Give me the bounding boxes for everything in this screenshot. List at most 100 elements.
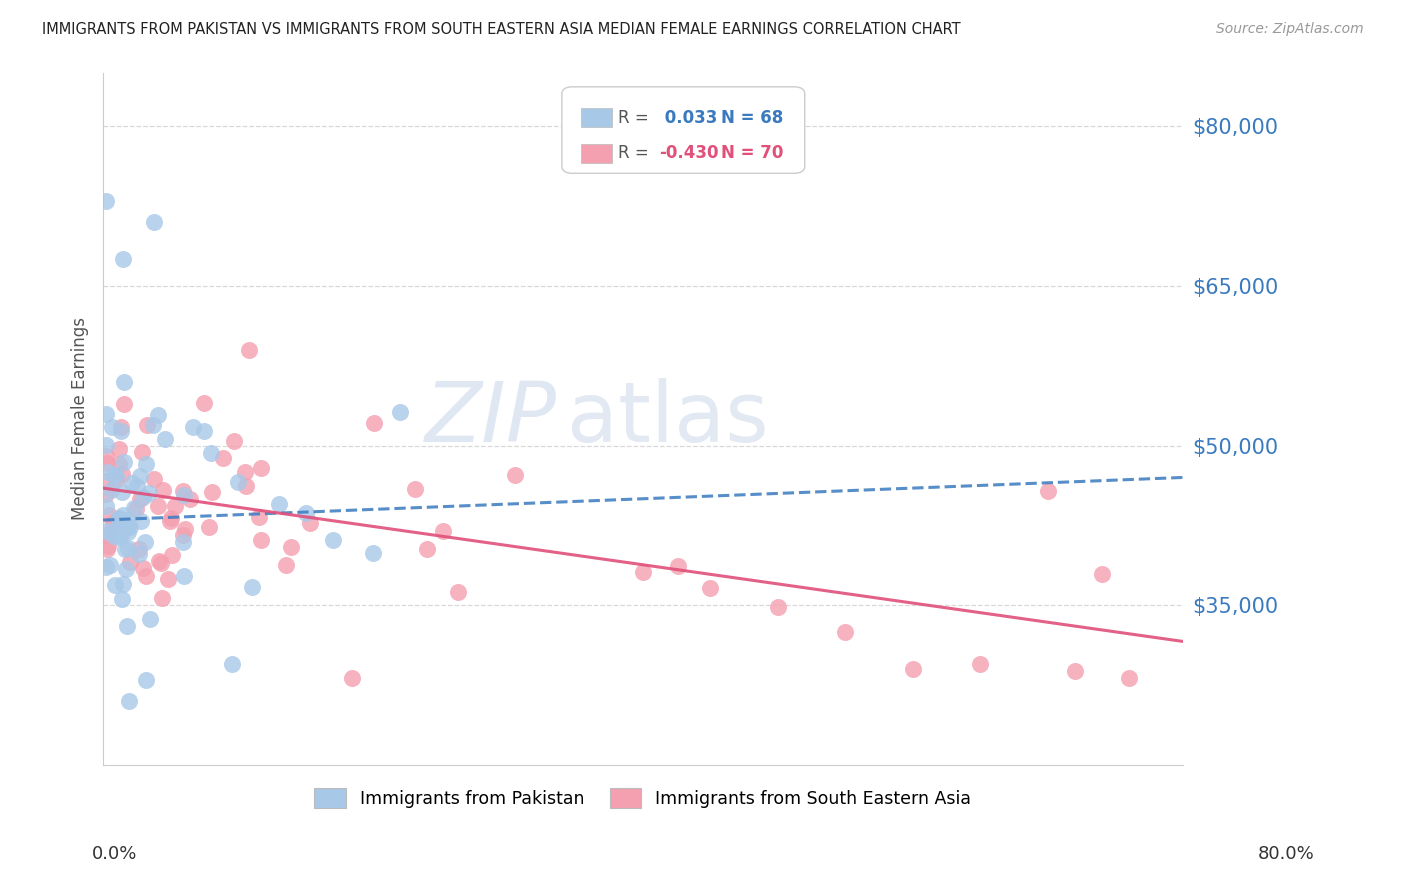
Point <box>1090 566 1112 581</box>
Point <box>432 524 454 538</box>
Point <box>221 657 243 671</box>
Point <box>94 438 117 452</box>
Point <box>148 554 170 568</box>
Point <box>150 556 173 570</box>
Point <box>388 405 411 419</box>
Point <box>238 343 260 357</box>
Point <box>112 455 135 469</box>
Point <box>117 541 139 555</box>
Point <box>226 475 249 489</box>
Text: 80.0%: 80.0% <box>1258 846 1315 863</box>
Point <box>118 694 141 708</box>
Point <box>183 420 205 434</box>
FancyBboxPatch shape <box>581 108 612 128</box>
Point <box>105 473 128 487</box>
Point <box>129 491 152 506</box>
Point <box>94 524 117 539</box>
Point <box>361 546 384 560</box>
Point <box>128 547 150 561</box>
FancyBboxPatch shape <box>581 144 612 163</box>
Point <box>163 500 186 514</box>
Point <box>108 519 131 533</box>
Point <box>100 525 122 540</box>
Point <box>103 468 125 483</box>
Point <box>94 487 117 501</box>
Point <box>294 507 316 521</box>
Point <box>110 420 132 434</box>
Point <box>212 450 235 465</box>
Point <box>139 612 162 626</box>
Point <box>274 558 297 573</box>
Point <box>766 599 789 614</box>
Point <box>112 576 135 591</box>
Point <box>280 540 302 554</box>
Point <box>447 585 470 599</box>
Point <box>97 465 120 479</box>
Point <box>96 456 118 470</box>
Point <box>138 485 160 500</box>
Point <box>834 625 856 640</box>
Point <box>101 419 124 434</box>
Point <box>110 424 132 438</box>
Point <box>94 499 117 513</box>
Point <box>146 408 169 422</box>
Point <box>172 535 194 549</box>
Point <box>969 657 991 671</box>
Point <box>96 407 118 421</box>
Point <box>101 516 124 530</box>
Point <box>363 417 385 431</box>
Point <box>222 434 245 449</box>
Point <box>1118 671 1140 685</box>
Point <box>115 619 138 633</box>
Point <box>631 566 654 580</box>
Text: N = 70: N = 70 <box>720 145 783 162</box>
Point <box>98 508 121 522</box>
Point <box>342 671 364 685</box>
Point <box>247 509 270 524</box>
Point <box>416 541 439 556</box>
Point <box>193 424 215 438</box>
Point <box>104 577 127 591</box>
Point <box>111 592 134 607</box>
Point <box>240 580 263 594</box>
Point <box>108 457 131 471</box>
Point <box>142 472 165 486</box>
Point <box>120 555 142 569</box>
Point <box>107 512 129 526</box>
Text: Source: ZipAtlas.com: Source: ZipAtlas.com <box>1216 22 1364 37</box>
Point <box>1036 484 1059 499</box>
Point <box>200 446 222 460</box>
Point <box>112 397 135 411</box>
Point <box>404 483 426 497</box>
Point <box>699 581 721 595</box>
Point <box>112 508 135 523</box>
Point <box>129 469 152 483</box>
Point <box>249 533 271 548</box>
Point <box>193 395 215 409</box>
Point <box>321 533 343 547</box>
Point <box>115 513 138 527</box>
Point <box>108 442 131 456</box>
Point <box>173 488 195 502</box>
Point <box>235 479 257 493</box>
Legend: Immigrants from Pakistan, Immigrants from South Eastern Asia: Immigrants from Pakistan, Immigrants fro… <box>308 781 979 815</box>
Point <box>1063 665 1085 679</box>
Point <box>114 542 136 557</box>
Point <box>96 528 118 542</box>
Point <box>153 432 176 446</box>
Point <box>136 417 159 432</box>
Point <box>111 484 134 499</box>
Point <box>135 568 157 582</box>
Text: 0.0%: 0.0% <box>91 846 136 863</box>
Point <box>298 516 321 531</box>
Point <box>94 474 117 488</box>
Point <box>174 522 197 536</box>
Point <box>135 457 157 471</box>
FancyBboxPatch shape <box>562 87 804 173</box>
Point <box>143 215 166 229</box>
Point <box>134 534 156 549</box>
Point <box>160 548 183 562</box>
Point <box>159 511 181 525</box>
Point <box>148 500 170 514</box>
Point <box>103 529 125 543</box>
